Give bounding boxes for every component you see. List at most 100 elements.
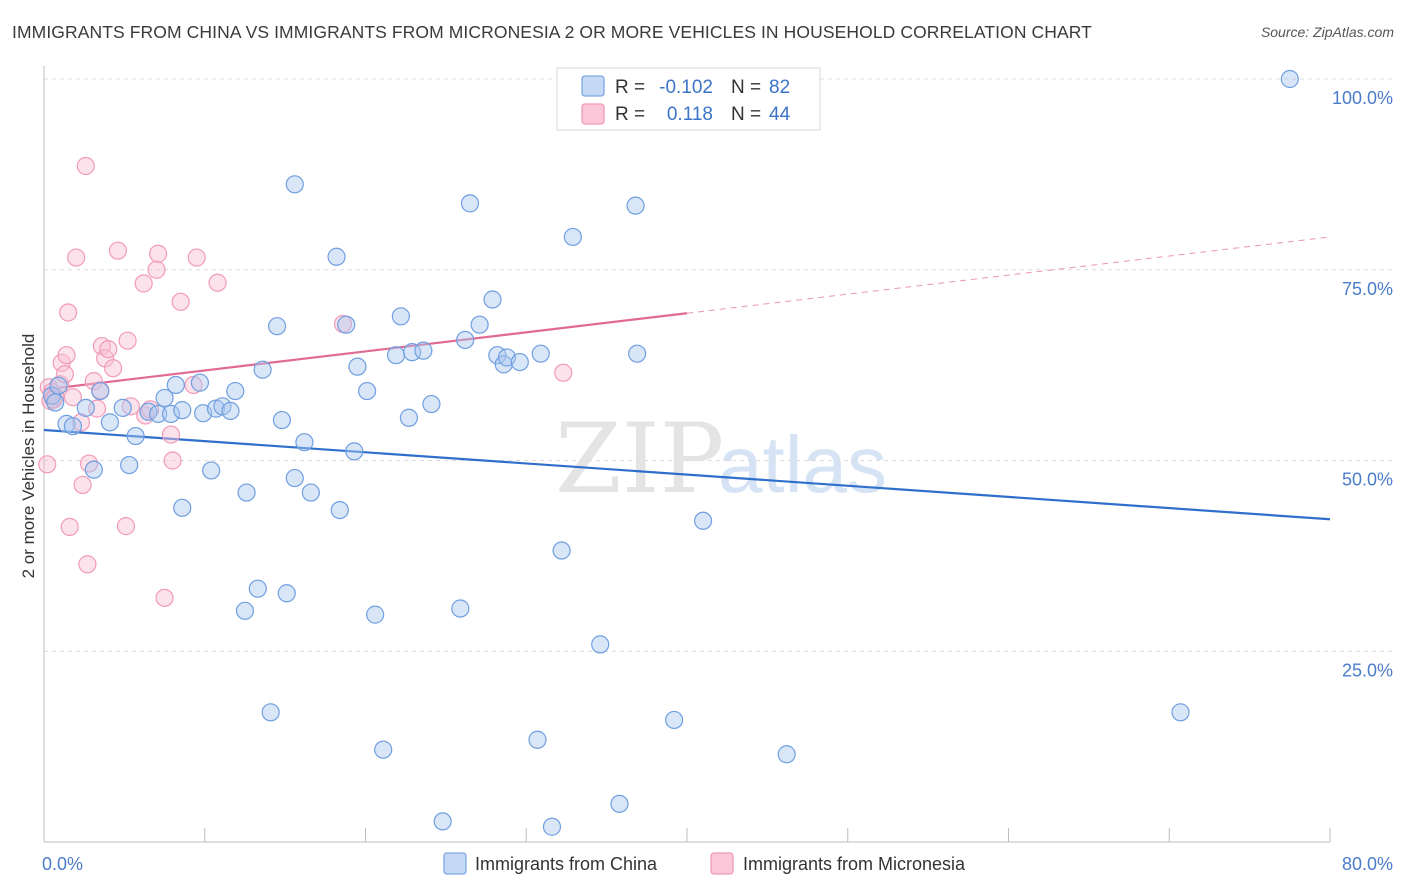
micronesia-point <box>149 244 168 263</box>
china-r-label: R = <box>615 77 645 98</box>
micronesia-point <box>78 555 97 574</box>
x-ticks <box>43 828 1331 842</box>
china-point <box>166 375 185 395</box>
micronesia-point <box>57 346 76 365</box>
micronesia-point <box>59 303 78 322</box>
micronesia-point <box>187 248 206 267</box>
china-point <box>510 352 529 372</box>
micronesia-point <box>554 363 573 382</box>
china-point <box>226 381 245 401</box>
china-n-value: 82 <box>769 77 790 98</box>
china-point <box>665 710 684 730</box>
micronesia-point <box>118 331 137 350</box>
data-points <box>38 69 1299 836</box>
china-legend-label: Immigrants from China <box>475 854 658 874</box>
china-point <box>531 344 550 363</box>
micronesia-r-label: R = <box>615 104 645 125</box>
china-point <box>391 307 410 326</box>
china-point <box>563 227 582 247</box>
china-point <box>221 401 240 421</box>
y-tick-label: 75.0% <box>1342 279 1393 299</box>
china-point <box>295 433 314 452</box>
china-point <box>610 794 629 813</box>
china-point <box>399 408 419 427</box>
source-label: Source: ZipAtlas.com <box>1260 24 1394 40</box>
china-point <box>451 599 470 618</box>
y-tick-label: 50.0% <box>1342 470 1393 490</box>
micronesia-point <box>163 451 182 470</box>
china-n-label: N = <box>731 77 761 98</box>
china-point <box>628 344 647 363</box>
micronesia-point <box>38 455 57 474</box>
micronesia-r-value: 0.118 <box>667 104 713 125</box>
china-point <box>285 175 304 194</box>
china-trend-line <box>43 428 1331 521</box>
china-point <box>91 381 110 401</box>
watermark-atlas: atlas <box>718 420 887 509</box>
china-point <box>202 461 221 480</box>
china-point <box>626 196 645 215</box>
china-legend-swatch <box>581 75 605 97</box>
y-tick-label: 25.0% <box>1342 660 1393 680</box>
china-point <box>285 468 304 488</box>
micronesia-point <box>63 388 83 407</box>
micronesia-point <box>76 156 95 176</box>
micronesia-point <box>67 248 86 267</box>
china-point <box>366 605 385 624</box>
china-point <box>277 584 296 603</box>
x-tick-label-min: 0.0% <box>42 854 83 874</box>
china-point <box>173 498 192 517</box>
china-point <box>460 194 480 213</box>
china-point <box>237 483 256 502</box>
china-point <box>261 703 280 722</box>
china-point <box>358 381 377 401</box>
china-point <box>374 740 393 759</box>
micronesia-point <box>134 274 153 293</box>
china-point <box>113 398 132 417</box>
micronesia-point <box>161 425 181 444</box>
china-point <box>46 393 65 412</box>
china-point <box>272 410 292 430</box>
china-point <box>76 398 95 417</box>
micronesia-point <box>104 359 123 378</box>
micronesia-trend-line <box>43 312 688 391</box>
stats-legend: R = -0.102 N = 82 R = 0.118 N = 44 <box>556 67 821 131</box>
china-point <box>84 460 103 479</box>
micronesia-point <box>73 475 92 495</box>
china-r-value: -0.102 <box>659 77 713 98</box>
china-point <box>120 455 139 475</box>
china-point <box>348 357 367 376</box>
china-bottom-swatch <box>443 852 467 875</box>
china-point <box>433 812 452 831</box>
china-point <box>49 376 68 395</box>
china-point <box>542 817 562 836</box>
micronesia-point <box>84 372 103 391</box>
watermark: ZIP atlas <box>555 403 887 515</box>
micronesia-point <box>147 260 166 279</box>
y-axis-title: 2 or more Vehicles in Household <box>19 334 38 579</box>
china-point <box>1280 69 1299 89</box>
micronesia-trend-line-extrapolated <box>686 236 1331 314</box>
china-point <box>552 541 571 560</box>
micronesia-legend-swatch <box>581 103 605 125</box>
micronesia-point <box>208 273 227 292</box>
micronesia-point <box>108 241 128 260</box>
micronesia-point <box>55 365 74 384</box>
china-point <box>63 417 83 436</box>
micronesia-bottom-swatch <box>710 852 734 875</box>
micronesia-point <box>116 517 136 536</box>
micronesia-legend-label: Immigrants from Micronesia <box>743 854 966 874</box>
china-point <box>161 404 181 424</box>
bottom-legend: Immigrants from China Immigrants from Mi… <box>443 852 966 875</box>
china-point <box>126 426 145 446</box>
china-point <box>470 315 489 334</box>
x-tick-label-max: 80.0% <box>1342 854 1393 874</box>
trend-lines <box>43 236 1331 521</box>
china-point <box>100 413 120 432</box>
china-point <box>483 290 502 309</box>
china-point <box>693 511 713 530</box>
china-point <box>345 442 364 461</box>
china-point <box>777 745 796 764</box>
micronesia-point <box>171 292 190 311</box>
